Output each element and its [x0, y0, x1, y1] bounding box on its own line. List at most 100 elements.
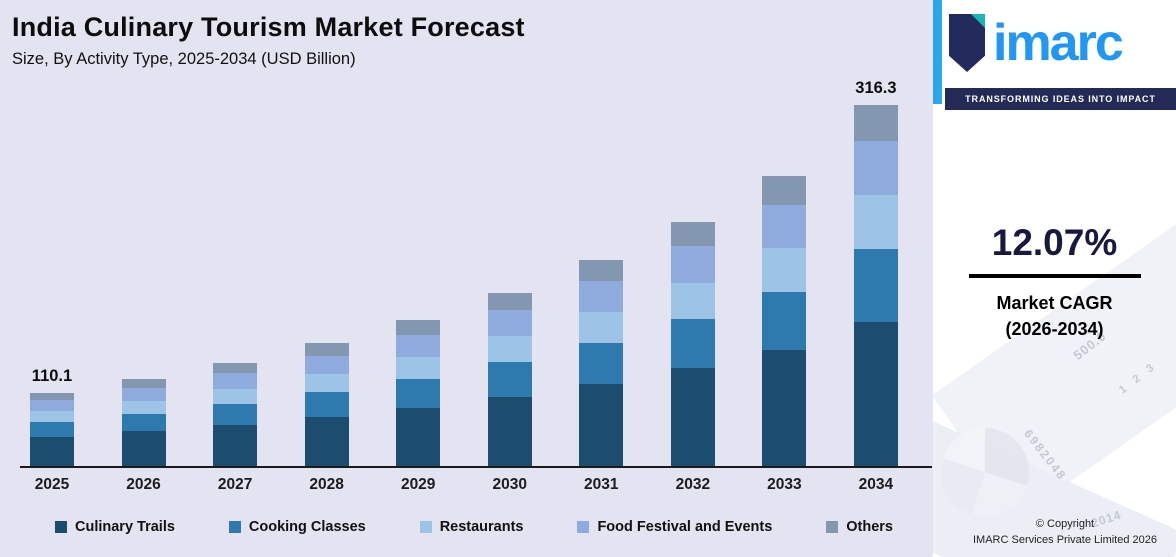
legend-label: Cooking Classes	[248, 519, 366, 535]
bar-value-label-2034: 316.3	[855, 79, 897, 98]
legend-item-restaurants: Restaurants	[419, 519, 524, 535]
legend-item-cooking-classes: Cooking Classes	[228, 519, 366, 535]
x-axis-line	[20, 466, 932, 468]
bar-segment-cooking-classes	[579, 342, 624, 384]
bar-segment-food-festival-and-events	[304, 355, 349, 375]
decorative-pie-chart	[941, 428, 1029, 516]
bar-column-2030: 2030	[487, 292, 532, 493]
bar-segment-culinary-trails	[304, 416, 349, 466]
x-axis-tick-2034: 2034	[858, 476, 894, 493]
x-axis-tick-2031: 2031	[584, 476, 619, 493]
bar-segment-others	[121, 379, 166, 388]
legend-label: Restaurants	[439, 519, 524, 535]
bar-segment-cooking-classes	[670, 319, 715, 369]
bar-segment-restaurants	[30, 411, 74, 423]
imarc-logo-wordmark: imarc	[993, 14, 1124, 72]
bar-segment-food-festival-and-events	[213, 373, 258, 389]
legend-swatch-icon	[577, 521, 590, 533]
bar-segment-cooking-classes	[213, 404, 258, 425]
x-axis-tick-2032: 2032	[675, 476, 711, 493]
bar-column-2025: 110.1 2025	[30, 367, 74, 493]
bar-segment-others	[853, 105, 898, 142]
bar-column-2026: 2026	[121, 379, 166, 493]
bar-column-2032: 2032	[670, 221, 715, 493]
bar-segment-culinary-trails	[853, 321, 898, 466]
bar-segment-food-festival-and-events	[121, 387, 166, 401]
legend-item-others: Others	[826, 519, 893, 535]
bar-segment-others	[762, 175, 807, 205]
bar-segment-others	[30, 392, 74, 401]
bar-column-2031: 2031	[579, 260, 624, 493]
bar-segment-cooking-classes	[487, 362, 532, 397]
sidebar: 500.0 1 2 3 6982048 2014 imarc TRANSFORMING…	[933, 0, 1176, 557]
bar-segment-cooking-classes	[304, 392, 349, 417]
x-axis-tick-2029: 2029	[400, 476, 436, 493]
bar-segment-restaurants	[121, 400, 166, 414]
bar-segment-cooking-classes	[853, 249, 898, 322]
bar-segment-restaurants	[487, 336, 532, 363]
bar-segment-restaurants	[396, 356, 441, 379]
header: India Culinary Tourism Market Forecast S…	[12, 12, 912, 69]
bar-value-label-2025: 110.1	[31, 366, 73, 385]
bar-segment-food-festival-and-events	[579, 280, 624, 312]
bar-column-2027: 2027	[213, 362, 258, 493]
chart-plot: 110.1 2025 2026 2027 2028 2029 2030 2031 2032 203…	[30, 79, 898, 493]
imarc-tagline: TRANSFORMING IDEAS INTO IMPACT	[945, 88, 1176, 110]
bar-segment-culinary-trails	[670, 368, 715, 466]
bar-segment-others	[579, 260, 624, 281]
bar-segment-food-festival-and-events	[670, 246, 715, 283]
x-axis-tick-2026: 2026	[126, 476, 161, 493]
legend-label: Culinary Trails	[75, 519, 175, 535]
page-title: India Culinary Tourism Market Forecast	[12, 12, 525, 42]
bar-column-2029: 2029	[396, 320, 441, 493]
bar-segment-food-festival-and-events	[30, 400, 74, 412]
bar-segment-culinary-trails	[396, 407, 441, 466]
x-axis-tick-2030: 2030	[492, 476, 527, 493]
legend-item-culinary-trails: Culinary Trails	[55, 519, 175, 535]
cagr-label-line1: Market CAGR	[996, 293, 1113, 313]
legend-swatch-icon	[228, 521, 241, 533]
cagr-label-line2: (2026-2034)	[1005, 319, 1104, 340]
bar-segment-cooking-classes	[396, 378, 441, 408]
bar-segment-food-festival-and-events	[396, 334, 441, 357]
bar-segment-culinary-trails	[213, 424, 258, 466]
legend-swatch-icon	[419, 521, 432, 533]
bar-segment-others	[487, 292, 532, 311]
bar-segment-restaurants	[213, 388, 258, 405]
legend-swatch-icon	[826, 521, 839, 533]
copyright-line2: IMARC Services Private Limited 2026	[972, 534, 1157, 547]
bar-segment-restaurants	[762, 248, 807, 292]
cagr-value: 12.07%	[991, 222, 1118, 263]
bar-segment-culinary-trails	[487, 396, 532, 466]
bar-segment-cooking-classes	[121, 413, 166, 432]
bar-segment-others	[670, 221, 715, 247]
bar-segment-culinary-trails	[579, 383, 624, 466]
bar-segment-restaurants	[853, 195, 898, 250]
bar-segment-others	[213, 362, 258, 374]
legend: Culinary Trails Cooking Classes Restaurant…	[55, 519, 893, 535]
bar-segment-cooking-classes	[762, 291, 807, 350]
bar-segment-food-festival-and-events	[762, 204, 807, 249]
x-axis-tick-2025: 2025	[34, 476, 70, 493]
bar-segment-cooking-classes	[30, 422, 74, 437]
bar-segment-others	[304, 343, 349, 356]
bar-segment-restaurants	[304, 374, 349, 393]
bar-column-2033: 2033	[762, 175, 807, 493]
sidebar-accent-bar	[933, 0, 942, 104]
page-subtitle: Size, By Activity Type, 2025-2034 (USD B…	[12, 50, 356, 68]
imarc-logo-flag-icon	[949, 14, 985, 72]
bar-column-2034: 316.3 2034	[853, 79, 898, 493]
copyright: © Copyright IMARC Services Private Limit…	[960, 517, 1170, 549]
imarc-logo: imarc	[949, 14, 1124, 72]
bar-segment-food-festival-and-events	[487, 310, 532, 337]
bar-segment-others	[396, 320, 441, 335]
bar-segment-food-festival-and-events	[853, 141, 898, 196]
bar-segment-culinary-trails	[30, 436, 74, 466]
copyright-line1: © Copyright	[1035, 518, 1095, 531]
legend-label: Food Festival and Events	[597, 519, 773, 535]
bar-segment-culinary-trails	[121, 431, 166, 466]
bar-segment-restaurants	[579, 311, 624, 343]
x-axis-tick-2028: 2028	[309, 476, 344, 493]
bar-segment-restaurants	[670, 282, 715, 320]
